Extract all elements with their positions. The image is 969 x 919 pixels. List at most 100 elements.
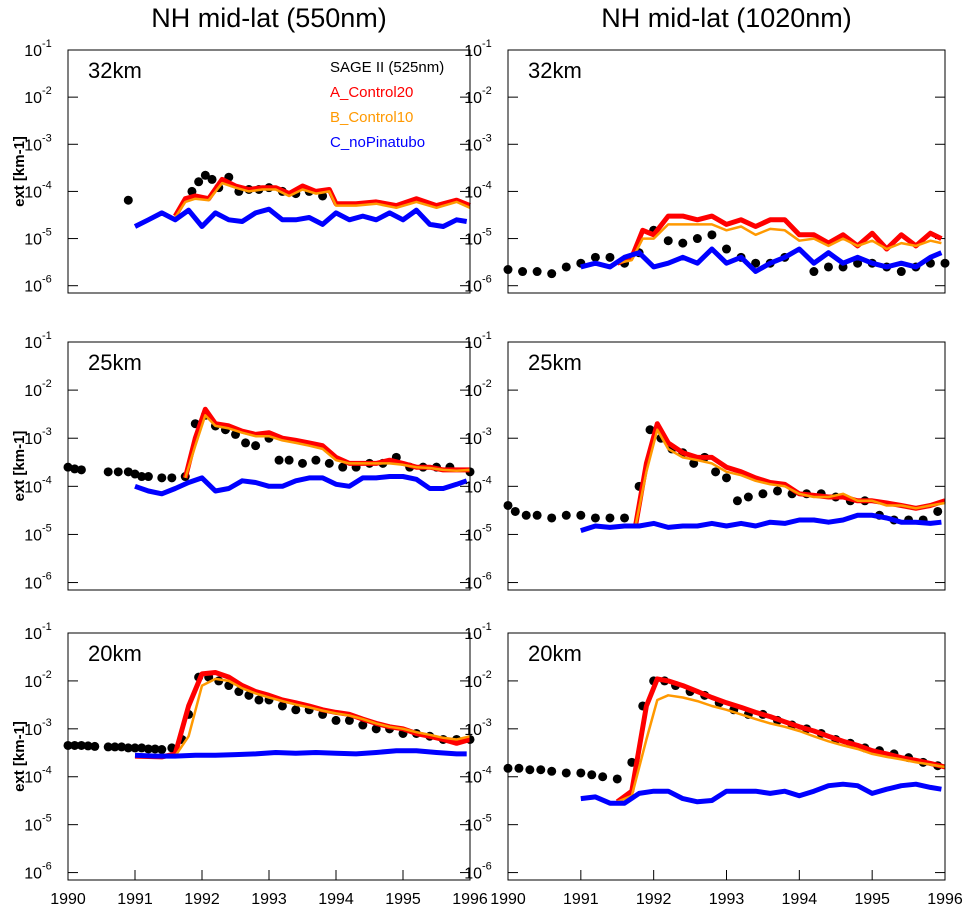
data-point xyxy=(244,690,254,700)
data-point xyxy=(324,458,334,468)
data-point xyxy=(157,745,167,755)
data-point xyxy=(83,741,93,751)
y-tick-label: 10-3 xyxy=(464,717,492,739)
data-point xyxy=(207,174,217,184)
data-point xyxy=(743,492,753,502)
data-point xyxy=(933,506,943,516)
series-line xyxy=(580,246,943,274)
data-point xyxy=(663,236,673,246)
series-line xyxy=(184,414,471,479)
data-point xyxy=(823,262,833,272)
panel: 10-6 10-5 10-4 10-3 10-2 10-1 25km xyxy=(464,330,946,593)
data-point xyxy=(711,467,721,477)
data-point xyxy=(344,715,354,725)
legend-label: A_Control20 xyxy=(330,84,413,101)
series-line xyxy=(133,206,468,229)
panel: NH mid-lat (550nm) ext [km-1] 10-6 10-5 10-4… xyxy=(11,3,471,296)
data-point xyxy=(137,472,147,482)
data-point xyxy=(241,438,251,448)
series-line xyxy=(580,512,942,533)
data-point xyxy=(587,770,597,780)
data-point xyxy=(123,743,133,753)
y-axis-label: ext [km-1] xyxy=(11,431,28,502)
data-point xyxy=(70,464,80,474)
series-line xyxy=(134,474,468,497)
x-tick-label: 1996 xyxy=(452,891,488,908)
data-point xyxy=(853,258,863,268)
x-tick-label: 1992 xyxy=(636,891,672,908)
x-tick-label: 1990 xyxy=(490,891,526,908)
y-axis-label: ext [km-1] xyxy=(11,721,28,792)
data-point xyxy=(338,462,348,472)
series-line xyxy=(174,181,471,219)
y-tick-label: 10-2 xyxy=(464,378,492,400)
data-point xyxy=(110,742,120,752)
x-tick-label: 1993 xyxy=(251,891,287,908)
series-line xyxy=(134,677,471,759)
y-tick-label: 10-4 xyxy=(464,474,492,496)
panel: NH mid-lat (1020nm) 10-6 10-5 10-4 10-3 10-2 1… xyxy=(464,3,950,296)
y-tick-label: 10-3 xyxy=(24,132,52,154)
data-point xyxy=(143,472,153,482)
data-point xyxy=(200,170,210,180)
data-point xyxy=(254,695,264,705)
y-tick-label: 10-5 xyxy=(24,226,52,248)
data-point xyxy=(692,234,702,244)
data-point xyxy=(732,496,742,506)
y-tick-label: 10-3 xyxy=(24,717,52,739)
data-point xyxy=(90,741,100,751)
panel-title: NH mid-lat (550nm) xyxy=(151,3,387,33)
data-point xyxy=(576,510,586,520)
data-point xyxy=(194,177,204,187)
y-tick-label: 10-6 xyxy=(24,570,52,592)
y-tick-label: 10-6 xyxy=(24,274,52,296)
panel-annotation: 20km xyxy=(528,641,582,666)
data-point xyxy=(291,705,301,715)
x-tick-label: 1996 xyxy=(927,891,963,908)
y-tick-label: 10-1 xyxy=(464,621,492,643)
y-tick-label: 10-5 xyxy=(464,813,492,835)
data-point xyxy=(532,267,542,277)
y-tick-label: 10-1 xyxy=(24,38,52,60)
data-point xyxy=(150,744,160,754)
data-point xyxy=(521,510,531,520)
data-point xyxy=(137,743,147,753)
panel: ext [km-1] 10-6 10-5 10-4 10-3 10-2 10-1 1990 19… xyxy=(11,621,488,908)
x-tick-label: 1993 xyxy=(709,891,745,908)
y-tick-label: 10-4 xyxy=(24,474,52,496)
data-point xyxy=(751,258,761,268)
y-tick-label: 10-1 xyxy=(464,330,492,352)
series-line xyxy=(173,176,471,218)
plot-frame xyxy=(507,49,946,294)
x-tick-label: 1992 xyxy=(184,891,220,908)
y-tick-label: 10-6 xyxy=(464,274,492,296)
data-point xyxy=(371,724,381,734)
series-line xyxy=(580,781,942,806)
y-tick-label: 10-6 xyxy=(464,860,492,882)
x-tick-label: 1990 xyxy=(50,891,86,908)
data-point xyxy=(103,742,113,752)
data-point xyxy=(532,510,542,520)
data-point xyxy=(157,473,167,483)
panel: ext [km-1] 10-6 10-5 10-4 10-3 10-2 10-1 25km xyxy=(11,330,475,593)
data-point xyxy=(772,486,782,496)
data-point xyxy=(620,513,630,523)
legend-label: SAGE II (525nm) xyxy=(330,59,444,76)
series-line xyxy=(633,421,946,527)
data-point xyxy=(514,763,524,773)
x-tick-label: 1995 xyxy=(854,891,890,908)
plot-frame xyxy=(67,49,471,294)
panel-annotation: 32km xyxy=(528,58,582,83)
series-line xyxy=(134,670,471,760)
data-point xyxy=(277,701,287,711)
y-tick-label: 10-4 xyxy=(24,179,52,201)
data-point xyxy=(561,262,571,272)
data-point xyxy=(76,465,86,475)
y-tick-label: 10-1 xyxy=(24,330,52,352)
y-tick-label: 10-4 xyxy=(24,765,52,787)
y-tick-label: 10-3 xyxy=(24,426,52,448)
y-tick-label: 10-5 xyxy=(464,522,492,544)
data-point xyxy=(70,740,80,750)
data-point xyxy=(722,473,731,483)
data-point xyxy=(123,195,133,205)
